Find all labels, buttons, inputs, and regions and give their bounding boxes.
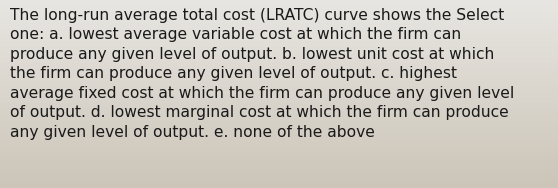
Text: The long-run average total cost (LRATC) curve shows the Select
one: a. lowest av: The long-run average total cost (LRATC) … — [10, 8, 514, 140]
